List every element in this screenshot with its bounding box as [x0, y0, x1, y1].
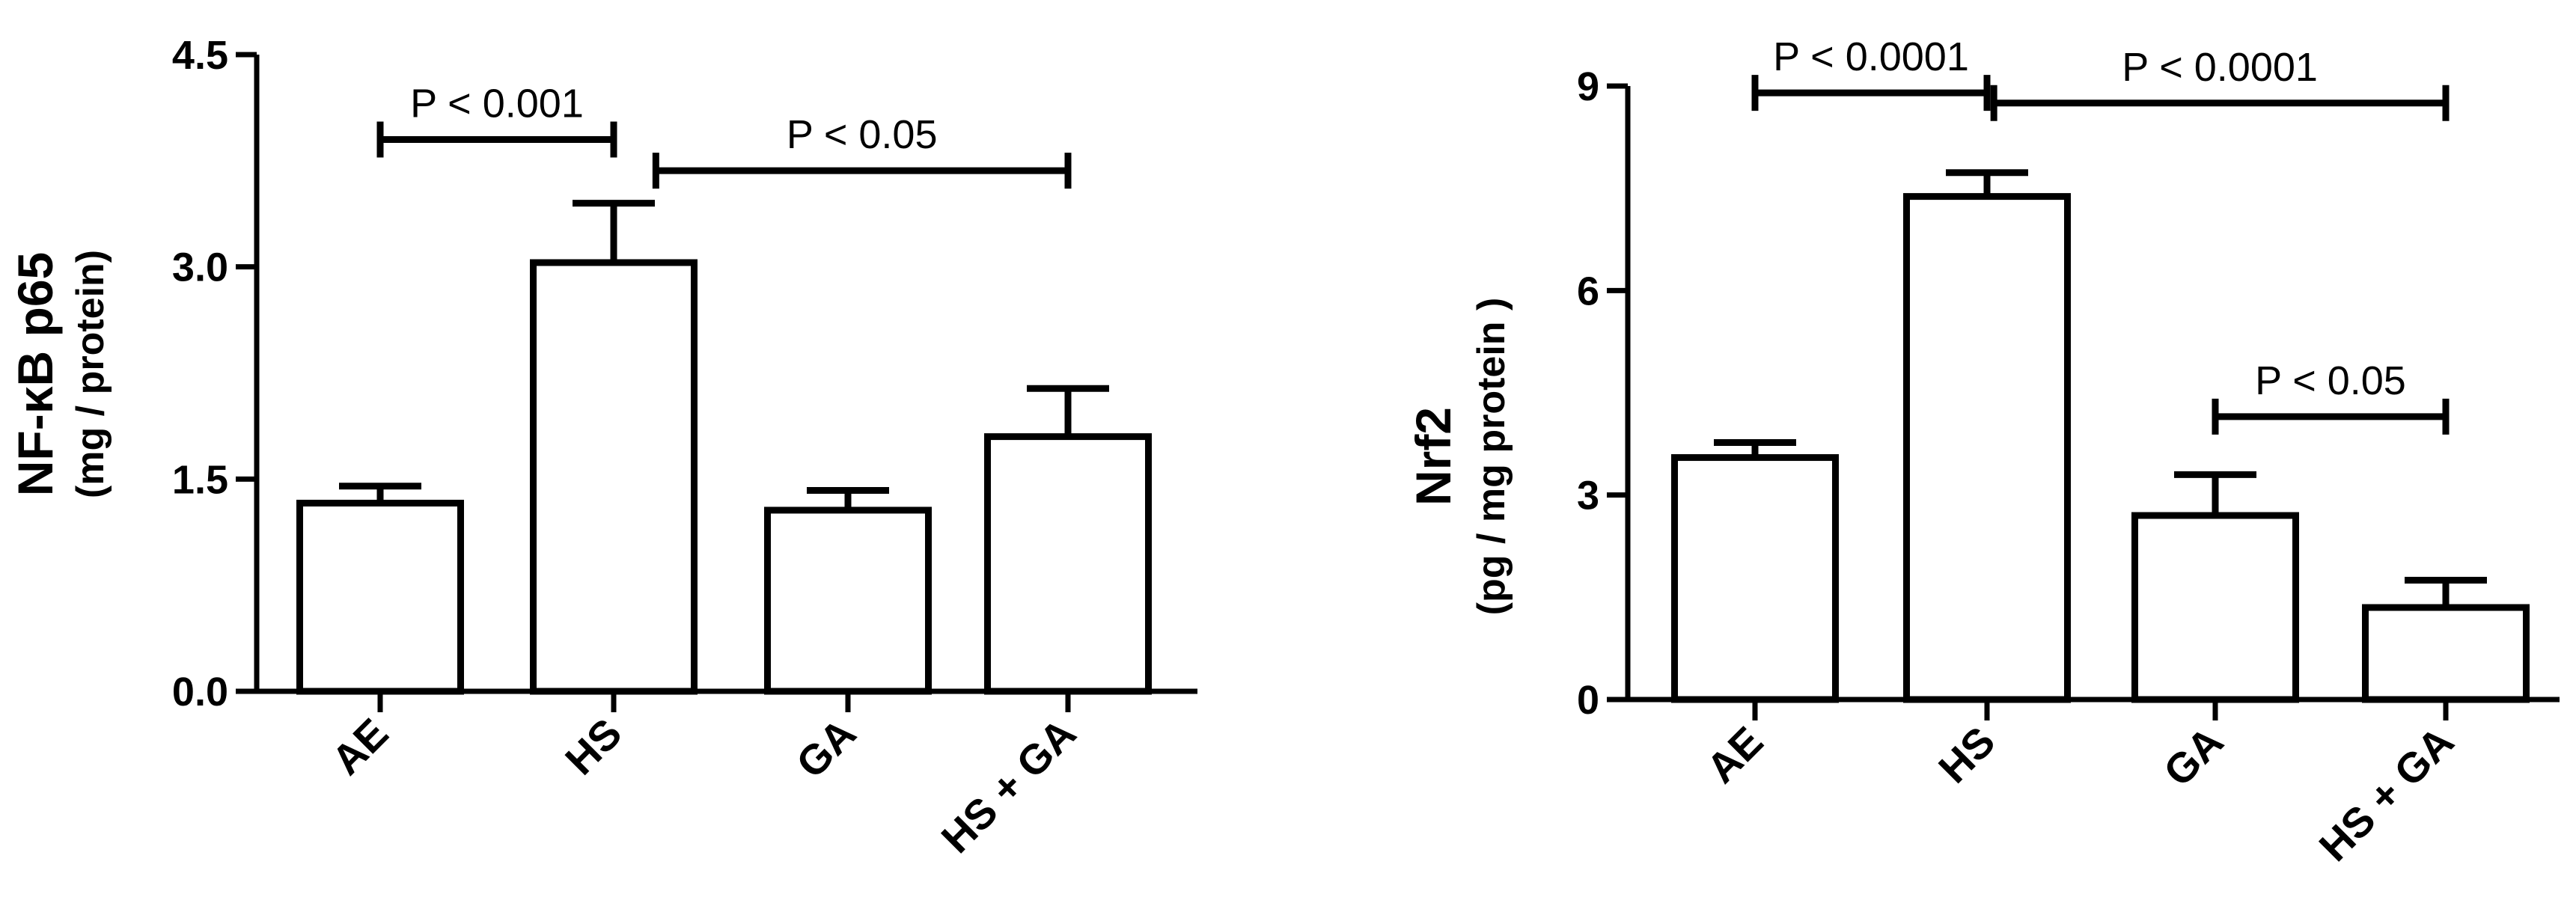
- y-tick-label: 3.0: [172, 245, 228, 290]
- category-label: HS + GA: [2310, 717, 2462, 870]
- category-label: HS: [556, 709, 631, 784]
- significance-label: P < 0.0001: [1773, 34, 1969, 79]
- y-tick-label: 4.5: [172, 33, 228, 78]
- y-tick-label: 9: [1577, 64, 1599, 109]
- category-label: AE: [1697, 717, 1772, 792]
- category-label: GA: [787, 709, 865, 787]
- y-axis-label: Nrf2: [1405, 407, 1461, 506]
- y-tick-label: 3: [1577, 474, 1599, 518]
- significance-label: P < 0.05: [787, 112, 938, 157]
- bar-hs-ga: [2362, 604, 2530, 703]
- significance-label: P < 0.05: [2255, 358, 2406, 403]
- chart-nrf2: 0 3 6 9 AE HS GA HS + GA Nrf2 (pg / mg protein ) P…: [1405, 34, 2560, 870]
- category-label: AE: [323, 709, 397, 784]
- bar-ae: [1671, 454, 1839, 703]
- bar-hs: [530, 259, 698, 695]
- category-label: HS + GA: [932, 709, 1084, 862]
- bar-ga: [2131, 512, 2299, 703]
- y-axis-label: NF-κB p65: [7, 252, 63, 497]
- y-tick-label: 0.0: [172, 670, 228, 714]
- bar-hs-ga: [984, 433, 1152, 695]
- category-label: GA: [2155, 717, 2232, 795]
- bar-ae: [296, 499, 464, 695]
- bar-ga: [764, 507, 932, 695]
- y-tick-label: 6: [1577, 269, 1599, 313]
- y-tick-label: 0: [1577, 678, 1599, 723]
- chart-nfkb-p65: 0.0 1.5 3.0 4.5 AE HS GA HS + GA NF-κB p65 (mg / …: [7, 33, 1197, 862]
- bar-hs: [1903, 193, 2071, 703]
- significance-label: P < 0.001: [410, 81, 584, 126]
- y-tick-label: 1.5: [172, 457, 228, 502]
- significance-label: P < 0.0001: [2122, 45, 2318, 90]
- y-axis-sublabel: (mg / protein): [69, 250, 112, 498]
- category-label: HS: [1929, 717, 2004, 792]
- y-axis-sublabel: (pg / mg protein ): [1470, 298, 1513, 616]
